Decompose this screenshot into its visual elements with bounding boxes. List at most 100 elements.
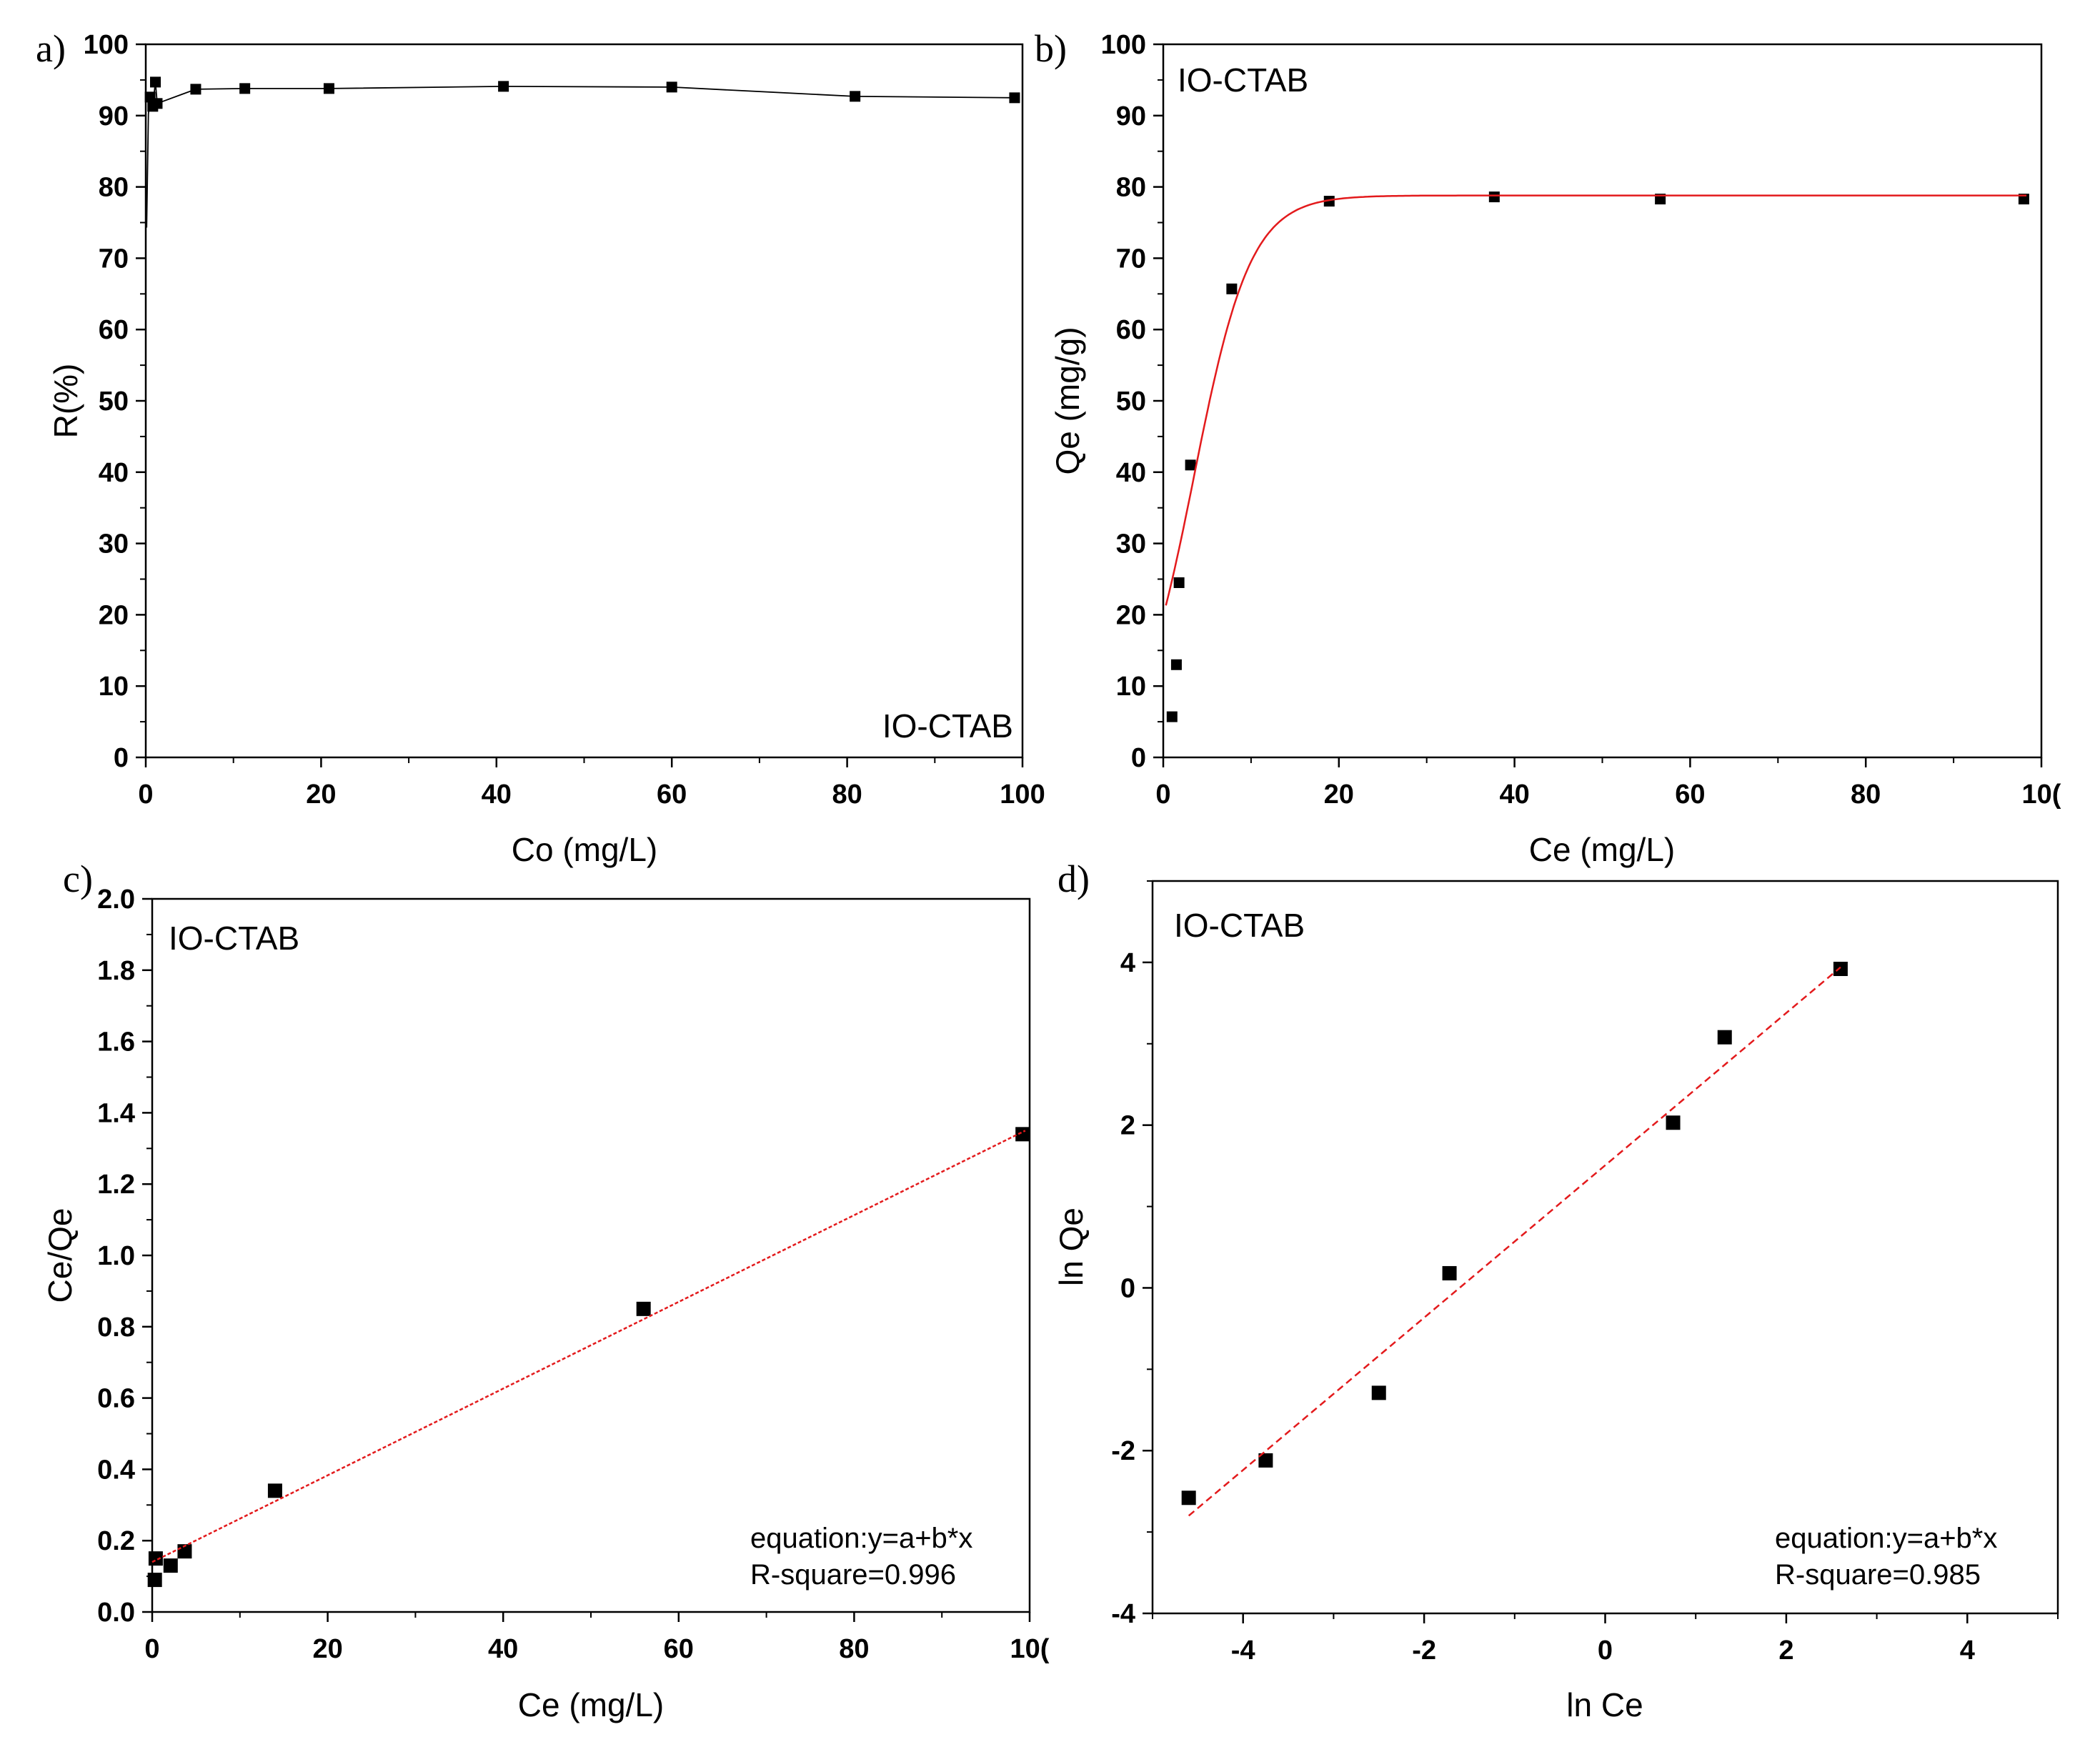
panel-c-y-tick-label: 1.8 [97,956,135,986]
panel-c-data-point [267,1483,282,1498]
panel-d-x-tick-label: -4 [1231,1636,1255,1666]
panel-a-y-axis-label: R(%) [47,364,84,439]
panel-a-data-point [323,83,334,94]
panel-c-y-tick-label: 1.4 [97,1098,135,1128]
panel-b-y-tick-label: 40 [1116,458,1146,488]
panel-d-x-tick-label: 2 [1778,1636,1793,1666]
panel-c-x-tick-label: 10( [1010,1634,1050,1664]
panel-a-y-tick-label: 100 [84,30,129,60]
panel-a-letter: a) [36,27,66,70]
panel-c-x-axis-label: Ce (mg/L) [518,1686,664,1723]
panel-d-data-point [1258,1453,1273,1468]
panel-b-data-point [1226,283,1238,294]
panel-a-y-tick-label: 80 [99,173,129,203]
panel-b-data-point [1173,577,1185,588]
panel-a-data-point [498,81,509,92]
panel-b-x-axis-label: Ce (mg/L) [1529,831,1675,868]
panel-a-y-tick-label: 60 [99,315,129,345]
panel-a-x-tick-label: 100 [1000,780,1045,810]
panel-d-data-point [1666,1115,1681,1130]
panel-c-x-tick-label: 0 [144,1634,159,1664]
panel-a-x-axis-label: Co (mg/L) [512,831,657,868]
panel-d-equation: equation:y=a+b*x [1775,1523,1997,1554]
panel-c-data-point [636,1301,651,1316]
panel-a-plot-frame [144,43,1024,759]
panel-d-y-tick-label: -4 [1111,1599,1135,1629]
panel-a-data-point [151,98,163,109]
panel-b-fit-curve [1165,194,2027,606]
panel-c-y-tick-label: 2.0 [97,885,135,915]
panel-d-x-tick-label: 0 [1598,1636,1613,1666]
panel-c-x-tick-label: 40 [488,1634,518,1664]
panel-c-x-tick-label: 60 [664,1634,694,1664]
panel-a-data-point [190,84,201,95]
panel-b-x-tick-label: 10( [2022,780,2061,810]
panel-d-r-square: R-square=0.985 [1775,1559,1981,1591]
panel-c-y-tick-label: 1.0 [97,1241,135,1271]
panel-d-x-axis-label: ln Ce [1566,1686,1643,1723]
panel-a-data-point [666,81,677,93]
panel-a-x-tick-label: 40 [482,780,512,810]
panel-a-y-tick-label: 30 [99,529,129,559]
panel-d-y-tick-label: 0 [1120,1273,1135,1303]
panel-b-plot-frame [1162,43,2043,759]
panel-c-fit-line [151,1130,1026,1563]
panel-b-y-tick-label: 90 [1116,101,1146,131]
panel-c-letter: c) [63,857,93,900]
panel-b-y-tick-label: 70 [1116,244,1146,274]
panel-b-x-tick-label: 0 [1155,780,1170,810]
panel-a-title: IO-CTAB [882,707,1013,745]
panel-b-y-tick-label: 100 [1101,30,1146,60]
panel-a-series-line [146,81,1015,228]
panel-c-y-tick-label: 0.8 [97,1313,135,1343]
panel-a-data-point [239,83,251,94]
panel-b-y-axis-label: Qe (mg/g) [1049,327,1086,474]
panel-d-letter: d) [1058,857,1090,900]
panel-b-data-point [1166,711,1178,722]
panel-c-data-point [163,1558,178,1573]
panel-a-y-tick-label: 20 [99,600,129,630]
panel-a-data-point [149,76,161,88]
panel-c-data-point [177,1544,192,1559]
panel-b-y-tick-label: 0 [1131,743,1146,773]
panel-b-data-point [1488,191,1500,203]
panel-c-y-axis-label: Ce/Qe [41,1208,79,1303]
panel-b-data-point [1323,196,1335,207]
panel-c-y-tick-label: 1.6 [97,1027,135,1057]
panel-b-y-tick-label: 30 [1116,529,1146,559]
panel-b-letter: b) [1035,27,1067,70]
panel-a-y-tick-label: 50 [99,387,129,417]
panel-d-x-tick-label: 4 [1960,1636,1975,1666]
panel-a-x-tick-label: 60 [657,780,687,810]
panel-a-x-tick-label: 0 [138,780,153,810]
panel-c-title: IO-CTAB [169,920,299,957]
panel-a-data-point [1009,92,1020,104]
panel-a-x-tick-label: 20 [306,780,336,810]
panel-b-y-tick-label: 20 [1116,600,1146,630]
panel-a-data-point [850,91,861,102]
panel-c-x-tick-label: 20 [312,1634,342,1664]
panel-c-y-tick-label: 0.6 [97,1384,135,1414]
panel-d-plot-frame [1151,880,2059,1615]
panel-b-data-point [1185,459,1196,471]
panel-a-y-tick-label: 40 [99,458,129,488]
panel-d-fit-line [1188,966,1841,1517]
panel-b-y-tick-label: 60 [1116,315,1146,345]
panel-a-y-tick-label: 0 [114,743,129,773]
panel-d-title: IO-CTAB [1174,907,1305,944]
panel-d-data-point [1442,1265,1457,1280]
panel-d-data-point [1371,1385,1386,1400]
panel-b-y-tick-label: 50 [1116,387,1146,417]
panel-b-y-tick-label: 10 [1116,672,1146,702]
panel-c-r-square: R-square=0.996 [750,1559,956,1591]
panel-c-y-tick-label: 0.4 [97,1455,135,1485]
panel-b-title: IO-CTAB [1178,61,1308,99]
panel-d-data-point [1181,1490,1196,1505]
panel-d-x-tick-label: -2 [1412,1636,1436,1666]
panel-d-data-point [1717,1030,1732,1045]
panel-c-data-point [1015,1127,1030,1142]
panel-a-y-tick-label: 10 [99,672,129,702]
panel-c-x-tick-label: 80 [839,1634,869,1664]
panel-b-x-tick-label: 20 [1324,780,1354,810]
